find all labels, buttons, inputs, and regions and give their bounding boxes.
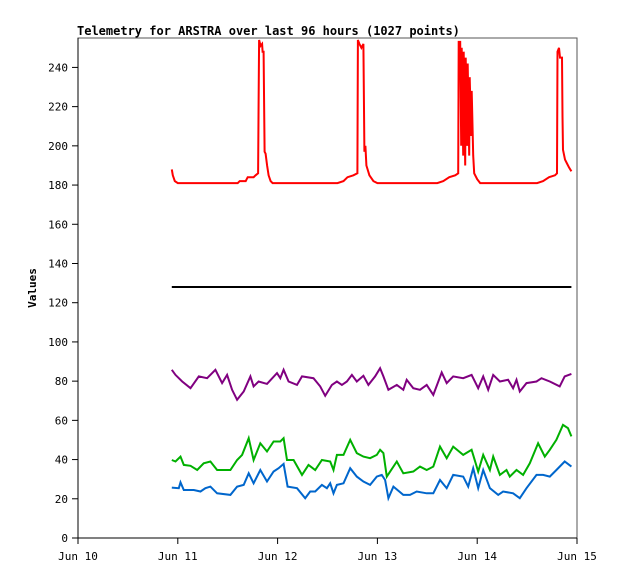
chart-title: Telemetry for ARSTRA over last 96 hours … <box>77 24 460 38</box>
x-tick-label: Jun 13 <box>358 550 398 563</box>
y-tick-label: 180 <box>48 179 68 192</box>
x-tick-label: Jun 10 <box>58 550 98 563</box>
y-axis-label: Values <box>26 268 39 308</box>
series-line-blue <box>171 460 573 502</box>
y-tick-label: 60 <box>55 414 68 427</box>
series-lines <box>170 39 573 502</box>
y-ticks: 0 20 40 60 80 100 120 140 160 180 200 220 240 <box>48 61 78 545</box>
y-tick-label: 120 <box>48 297 68 310</box>
y-tick-label: 160 <box>48 218 68 231</box>
y-tick-label: 240 <box>48 61 68 74</box>
x-tick-label: Jun 12 <box>258 550 298 563</box>
y-tick-label: 140 <box>48 257 68 270</box>
x-tick-label: Jun 15 <box>557 550 597 563</box>
y-tick-label: 40 <box>55 454 68 467</box>
y-tick-label: 220 <box>48 101 68 114</box>
x-tick-label: Jun 14 <box>457 550 497 563</box>
y-tick-label: 0 <box>61 532 68 545</box>
y-tick-label: 100 <box>48 336 68 349</box>
series-line-green <box>171 423 573 480</box>
y-tick-label: 200 <box>48 140 68 153</box>
series-line-purple <box>170 365 572 402</box>
y-tick-label: 80 <box>55 375 68 388</box>
series-line-red <box>170 39 573 185</box>
x-tick-label: Jun 11 <box>158 550 198 563</box>
y-tick-label: 20 <box>55 493 68 506</box>
x-ticks: Jun 10 Jun 11 Jun 12 Jun 13 Jun 14 Jun 15 <box>58 538 597 563</box>
